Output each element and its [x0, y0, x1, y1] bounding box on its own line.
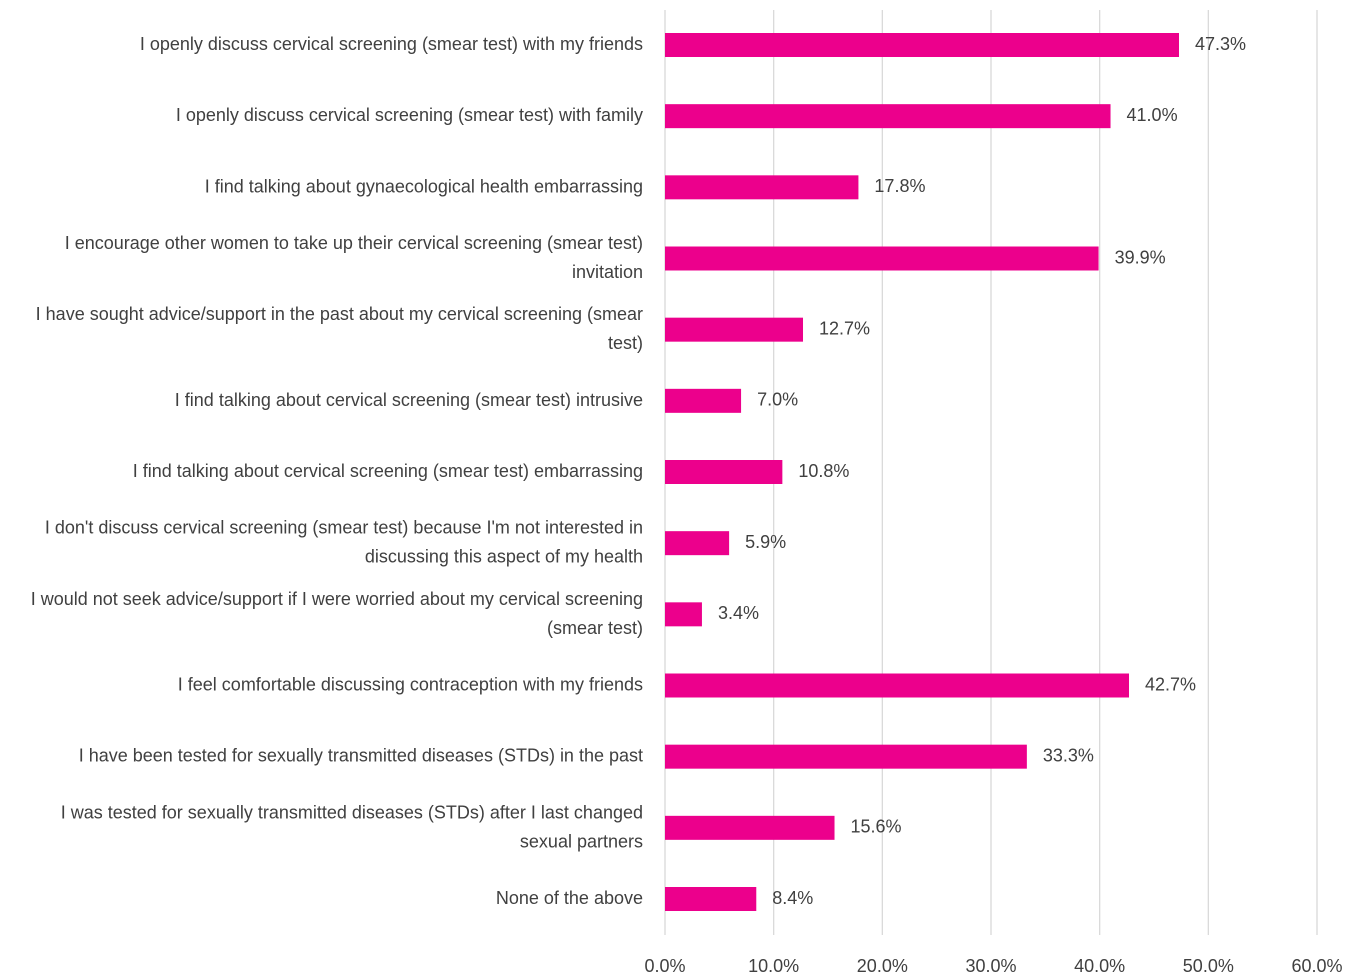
- x-tick-label: 0.0%: [644, 956, 685, 976]
- y-tick-label: I don't discuss cervical screening (smea…: [45, 517, 643, 566]
- x-tick-label: 10.0%: [748, 956, 799, 976]
- data-label: 10.8%: [798, 461, 849, 481]
- x-tick-label: 60.0%: [1291, 956, 1342, 976]
- y-tick-label: I would not seek advice/support if I wer…: [31, 589, 643, 638]
- bar: [665, 246, 1099, 271]
- y-tick-label: I openly discuss cervical screening (sme…: [140, 34, 643, 54]
- bar: [665, 33, 1179, 57]
- data-label: 5.9%: [745, 532, 786, 552]
- bar: [665, 460, 783, 484]
- x-tick-label: 40.0%: [1074, 956, 1125, 976]
- y-tick-label: None of the above: [496, 888, 643, 908]
- data-label: 41.0%: [1127, 105, 1178, 125]
- y-tick-label: I feel comfortable discussing contracept…: [178, 674, 643, 694]
- data-label: 15.6%: [851, 817, 902, 837]
- data-label: 7.0%: [757, 390, 798, 410]
- data-label: 17.8%: [874, 176, 925, 196]
- data-label: 42.7%: [1145, 674, 1196, 694]
- y-tick-label: I was tested for sexually transmitted di…: [61, 802, 643, 851]
- y-tick-label: I find talking about cervical screening …: [133, 461, 643, 481]
- y-tick-label: I encourage other women to take up their…: [65, 233, 643, 282]
- y-tick-label: I have sought advice/support in the past…: [36, 304, 643, 353]
- bar: [665, 887, 757, 911]
- bar: [665, 388, 742, 413]
- bar: [665, 104, 1111, 129]
- x-tick-label: 20.0%: [857, 956, 908, 976]
- bar: [665, 602, 702, 627]
- y-tick-label: I openly discuss cervical screening (sme…: [176, 105, 643, 125]
- bar: [665, 175, 859, 200]
- data-label: 12.7%: [819, 318, 870, 338]
- data-label: 33.3%: [1043, 745, 1094, 765]
- data-label: 47.3%: [1195, 34, 1246, 54]
- data-label: 39.9%: [1115, 247, 1166, 267]
- bar: [665, 317, 804, 342]
- y-tick-label: I find talking about gynaecological heal…: [205, 176, 643, 196]
- bar: [665, 744, 1027, 769]
- y-tick-label: I have been tested for sexually transmit…: [79, 745, 643, 765]
- bar: [665, 531, 730, 556]
- data-label: 8.4%: [772, 888, 813, 908]
- y-tick-label: I find talking about cervical screening …: [175, 390, 643, 410]
- bar: [665, 815, 835, 840]
- x-tick-label: 30.0%: [965, 956, 1016, 976]
- bar: [665, 673, 1130, 698]
- data-label: 3.4%: [718, 603, 759, 623]
- x-tick-label: 50.0%: [1183, 956, 1234, 976]
